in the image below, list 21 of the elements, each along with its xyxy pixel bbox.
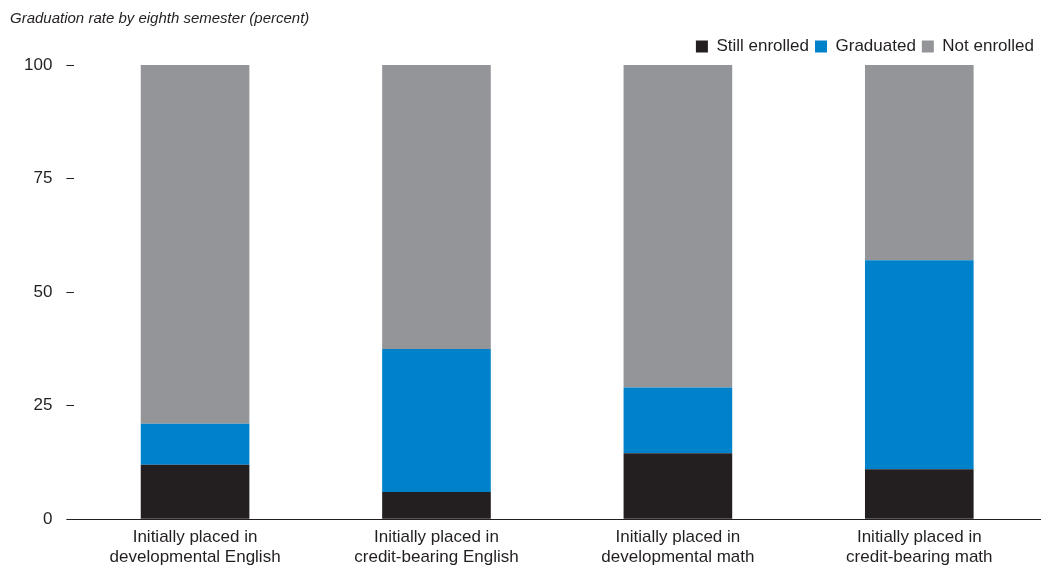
bar	[623, 65, 733, 388]
y-tick-label: 25	[33, 395, 53, 415]
bar	[140, 423, 250, 465]
bar	[382, 65, 491, 349]
y-tick-label: 100	[23, 54, 53, 74]
x-tick-label: Initially placed in credit-bearing math	[846, 527, 993, 567]
bar	[864, 65, 974, 261]
legend-label: Still enrolled	[716, 36, 810, 56]
y-tick-label: 0	[42, 508, 53, 528]
x-tick-label: Initially placed in developmental math	[601, 527, 755, 567]
x-tick-label: Initially placed in credit-bearing English	[354, 527, 519, 567]
x-tick-label: Initially placed in developmental English	[109, 527, 281, 567]
bar	[623, 387, 733, 454]
bar	[864, 260, 974, 470]
bar	[382, 348, 491, 492]
bar	[140, 65, 250, 424]
legend-label: Not enrolled	[942, 36, 1035, 56]
chart-title: Graduation rate by eighth semester (percent)	[10, 9, 310, 27]
y-tick-label: 50	[33, 281, 53, 301]
y-tick-label: 75	[33, 168, 53, 188]
legend-label: Graduated	[835, 36, 916, 56]
